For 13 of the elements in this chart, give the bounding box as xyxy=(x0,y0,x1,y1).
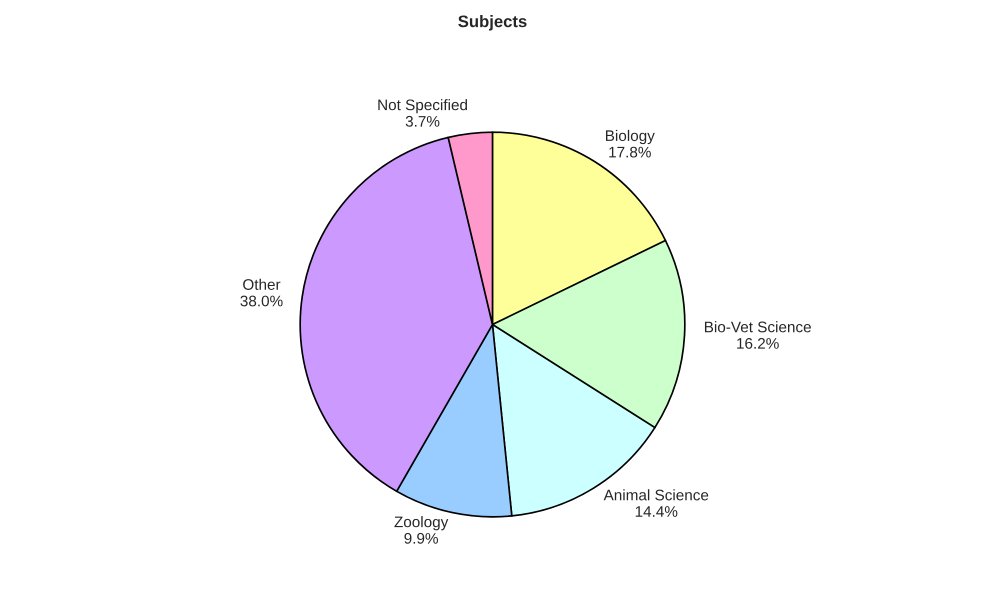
data-label: 38.0% xyxy=(240,296,283,306)
slice-label: Other xyxy=(243,278,280,290)
slice-label: Biology xyxy=(606,130,655,144)
slice-label: Bio-Vet Science xyxy=(704,321,811,332)
data-label: 16.2% xyxy=(737,338,779,349)
data-label: 9.9% xyxy=(404,532,438,544)
data-label: 17.8% xyxy=(609,146,651,158)
slice-label: Not Specified xyxy=(378,99,467,114)
chart-title: Subjects xyxy=(458,15,527,31)
slice-label: Zoology xyxy=(394,516,448,530)
slice-label: Animal Science xyxy=(604,489,708,500)
data-label: 3.7% xyxy=(406,116,440,127)
data-label: 14.4% xyxy=(636,506,678,517)
